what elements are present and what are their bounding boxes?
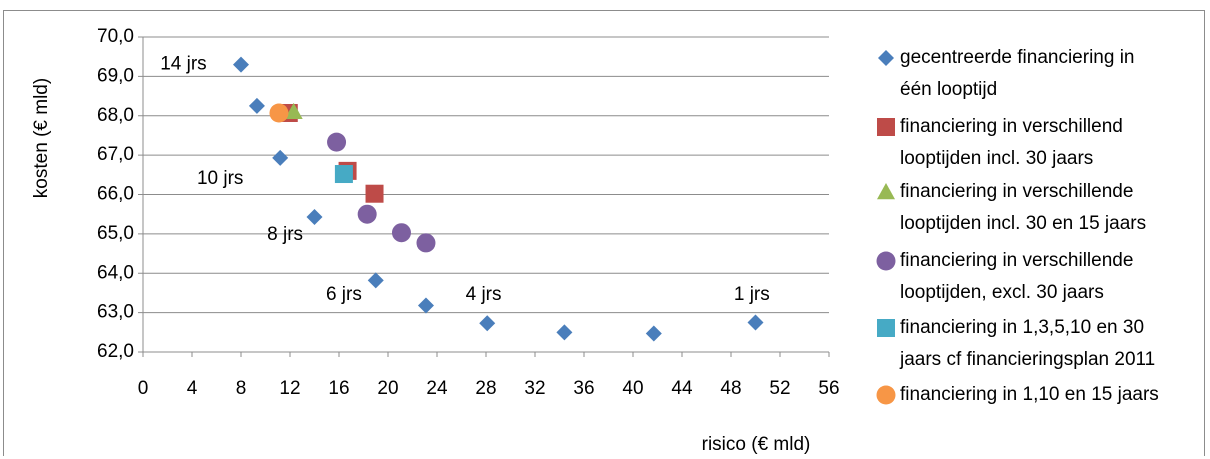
legend-marker (876, 251, 896, 271)
x-tick-label: 8 (236, 378, 247, 399)
y-axis-title: kosten (€ mld) (31, 78, 52, 198)
data-point-s0-p1 (248, 97, 265, 114)
data-point-s0-p9 (747, 314, 764, 331)
legend: gecentreerde financiering in één looptijd… (876, 47, 1159, 405)
y-tick-label: 66,0 (97, 184, 134, 205)
data-point-s3-p0 (327, 132, 347, 152)
y-tick-label: 63,0 (97, 302, 134, 323)
data-point-s3-p2 (391, 223, 411, 243)
data-point-s4-p0 (334, 165, 353, 184)
data-point-s2-p0 (284, 102, 303, 120)
point-label: 4 jrs (466, 284, 502, 305)
x-tick-label: 40 (622, 378, 643, 399)
x-tick-label: 4 (187, 378, 198, 399)
y-tick-label: 62,0 (97, 341, 134, 362)
legend-marker (876, 385, 896, 405)
data-point-s3-p1 (357, 204, 377, 224)
legend-entry-text: financiering in verschillend (900, 116, 1123, 137)
point-label: 8 jrs (267, 224, 303, 245)
axes (138, 36, 830, 357)
legend-entry-text: looptijden incl. 30 jaars (900, 148, 1093, 169)
legend-entry-text: looptijden, excl. 30 jaars (900, 282, 1104, 303)
y-tick-label: 68,0 (97, 105, 134, 126)
legend-marker (877, 319, 895, 337)
data-point-s1-p2 (365, 184, 384, 203)
x-tick-label: 48 (720, 378, 741, 399)
x-tick-label: 28 (475, 378, 496, 399)
point-label: 10 jrs (197, 168, 243, 189)
x-tick-label: 36 (573, 378, 594, 399)
data-point-s0-p3 (306, 208, 323, 225)
legend-entry-text: financiering in verschillende (900, 250, 1133, 271)
point-annotations: 14 jrs 10 jrs 8 jrs 6 jrs 4 jrs 1 jrs (160, 54, 770, 305)
legend-entry-text: financiering in 1,3,5,10 en 30 (900, 317, 1144, 338)
x-tick-label: 52 (769, 378, 790, 399)
x-tick-label: 20 (377, 378, 398, 399)
data-point-s3-p3 (416, 233, 436, 253)
chart-frame (3, 10, 1205, 456)
legend-entry-text: financiering in verschillende (900, 181, 1133, 202)
point-label: 6 jrs (326, 284, 362, 305)
data-point-s0-p4 (367, 272, 384, 289)
data-point-s0-p7 (556, 324, 573, 341)
x-tick-label: 56 (818, 378, 839, 399)
point-label: 14 jrs (160, 54, 206, 75)
legend-entry-text: looptijden incl. 30 en 15 jaars (900, 213, 1146, 234)
legend-entry-text: één looptijd (900, 79, 997, 100)
x-tick-label: 44 (671, 378, 693, 399)
legend-marker (878, 50, 894, 66)
point-label: 1 jrs (734, 284, 770, 305)
legend-entry-text: financiering in 1,10 en 15 jaars (900, 384, 1159, 405)
y-tick-label: 69,0 (97, 65, 134, 86)
data-point-s0-p6 (479, 315, 496, 332)
x-tick-label: 16 (328, 378, 349, 399)
legend-marker (877, 183, 895, 200)
y-tick-label: 65,0 (97, 223, 134, 244)
legend-marker (877, 118, 895, 136)
tick-labels: 62,063,064,065,066,067,068,069,070,00 4 8 1… (97, 26, 840, 399)
x-axis-title: risico (€ mld) (702, 434, 811, 455)
data-point-s5-p0 (269, 103, 289, 123)
data-point-s0-p0 (233, 56, 249, 73)
x-tick-label: 32 (524, 378, 545, 399)
legend-entry-text: jaars cf financieringsplan 2011 (899, 349, 1155, 370)
data-point-s0-p2 (272, 149, 289, 166)
y-tick-label: 70,0 (97, 26, 134, 47)
y-tick-label: 67,0 (97, 144, 134, 165)
data-points (233, 56, 764, 342)
data-point-s0-p8 (645, 325, 662, 342)
x-tick-label: 0 (138, 378, 149, 399)
legend-entry-text: gecentreerde financiering in (900, 47, 1135, 68)
data-point-s0-p5 (417, 297, 434, 314)
y-tick-label: 64,0 (97, 262, 134, 283)
x-tick-label: 12 (279, 378, 300, 399)
x-tick-label: 24 (426, 378, 448, 399)
